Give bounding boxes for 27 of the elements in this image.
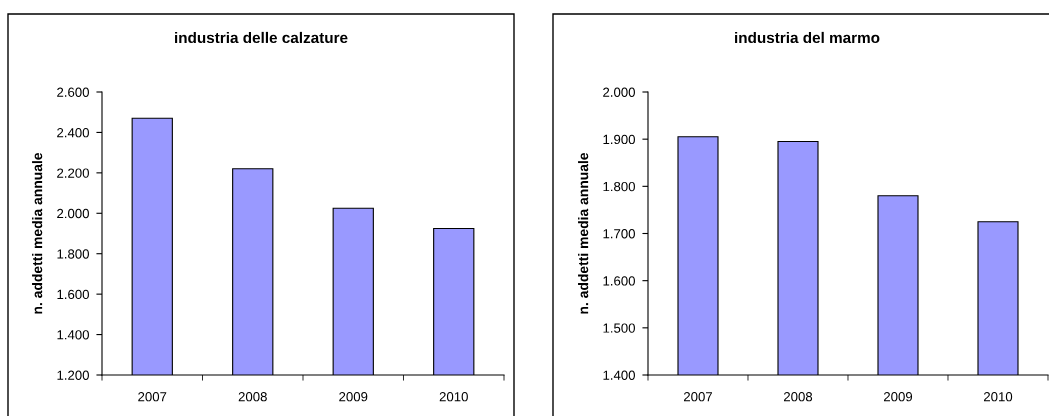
y-tick-label: 2.400 (57, 128, 89, 138)
x-tick-label: 2009 (883, 392, 913, 402)
x-tick-label: 2010 (439, 392, 468, 402)
y-tick-label: 1.700 (603, 229, 635, 239)
y-tick-label: 1.400 (57, 330, 89, 340)
y-tick-label: 1.800 (57, 249, 89, 259)
y-tick-label: 1.900 (603, 134, 635, 145)
x-tick-label: 2009 (339, 392, 368, 402)
x-tick-label: 2008 (783, 392, 813, 402)
x-tick-label: 2007 (138, 392, 167, 402)
y-axis-title: n. addetti media annuale (32, 152, 43, 314)
y-tick-label: 1.400 (603, 370, 635, 380)
y-tick-label: 1.600 (603, 276, 635, 286)
x-tick-label: 2008 (238, 392, 267, 402)
y-tick-label: 1.200 (57, 370, 89, 380)
chart-title: industria delle calzature (175, 31, 348, 44)
y-tick-label: 1.800 (603, 181, 635, 192)
y-axis-title: n. addetti media annuale (578, 152, 589, 314)
y-tick-label: 2.000 (57, 208, 89, 219)
y-tick-label: 1.600 (57, 289, 89, 300)
y-tick-label: 2.000 (603, 87, 635, 97)
y-tick-label: 2.200 (57, 168, 89, 178)
chart-title: industria del marmo (735, 31, 880, 44)
x-tick-label: 2007 (683, 392, 713, 402)
x-tick-label: 2010 (983, 392, 1013, 402)
y-tick-label: 2.600 (57, 87, 89, 97)
y-tick-label: 1.500 (603, 323, 635, 333)
